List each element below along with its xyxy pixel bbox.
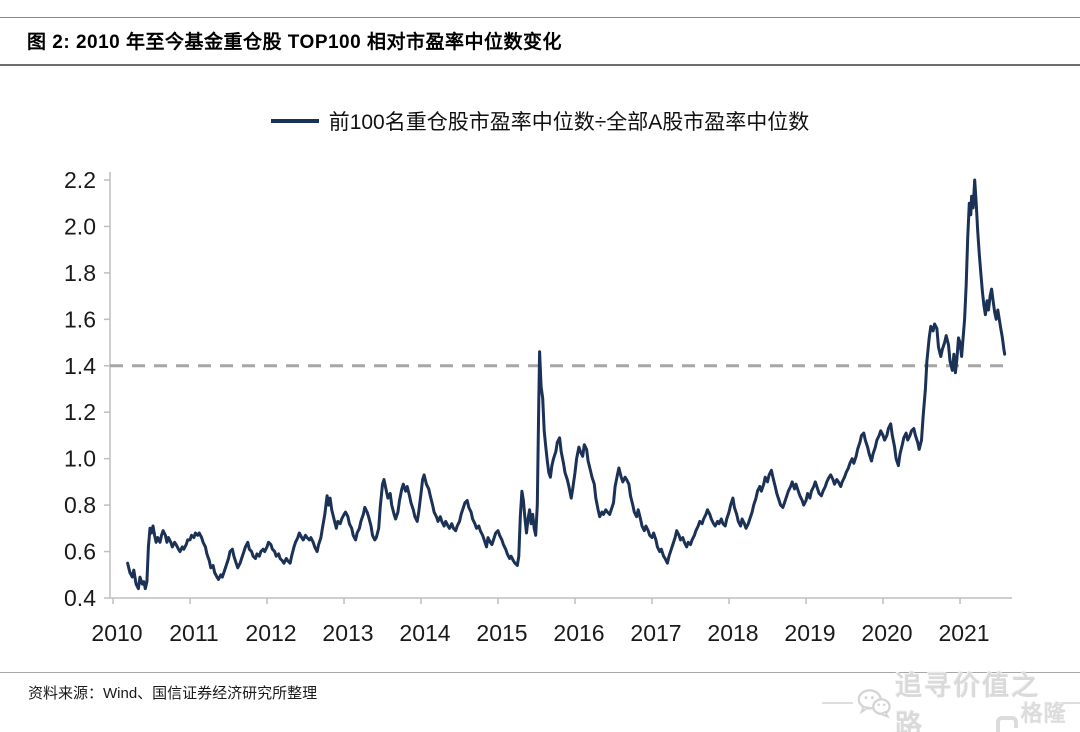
x-tick-label: 2014 — [399, 620, 450, 646]
y-tick-label: 1.8 — [64, 260, 96, 286]
chart-legend: 前100名重仓股市盈率中位数÷全部A股市盈率中位数 — [0, 106, 1080, 136]
legend-line-swatch — [270, 119, 319, 123]
y-tick-label: 1.4 — [64, 353, 96, 379]
x-tick-label: 2016 — [553, 620, 604, 646]
x-tick-label: 2010 — [91, 620, 142, 646]
x-tick-label: 2012 — [245, 620, 296, 646]
source-note: 资料来源：Wind、国信证券经济研究所整理 — [28, 685, 318, 702]
wechat-icon — [857, 689, 891, 719]
x-tick-label: 2015 — [476, 620, 527, 646]
y-tick-label: 0.8 — [64, 492, 96, 518]
x-tick-label: 2018 — [707, 620, 758, 646]
gelonghui-logo-icon — [996, 716, 1018, 732]
watermark-right-dash — [1056, 702, 1080, 704]
y-tick-label: 1.2 — [64, 399, 96, 425]
x-tick-label: 2013 — [322, 620, 373, 646]
bottom-divider — [0, 672, 1080, 673]
title-underline — [0, 64, 1080, 66]
y-tick-label: 2.2 — [64, 167, 96, 193]
x-tick-label: 2021 — [938, 620, 989, 646]
y-tick-label: 1.6 — [64, 306, 96, 332]
wechat-watermark: 追寻价值之路 — [822, 664, 1080, 732]
y-tick-label: 2.0 — [64, 213, 96, 239]
series-line — [126, 178, 1007, 591]
x-tick-label: 2017 — [630, 620, 681, 646]
brand-watermark: 格隆汇 — [996, 696, 1080, 732]
top-divider — [0, 17, 1080, 18]
wechat-watermark-text: 追寻价值之路 — [895, 671, 1041, 732]
y-tick-label: 0.6 — [64, 539, 96, 565]
legend-label: 前100名重仓股市盈率中位数÷全部A股市盈率中位数 — [328, 111, 810, 134]
y-tick-label: 0.4 — [64, 585, 96, 611]
x-tick-label: 2011 — [169, 620, 218, 646]
brand-watermark-text: 格隆汇 — [1020, 701, 1067, 726]
watermark-left-dash — [822, 702, 853, 704]
figure-title: 图 2: 2010 年至今基金重仓股 TOP100 相对市盈率中位数变化 — [27, 32, 562, 53]
x-tick-label: 2019 — [784, 620, 835, 646]
y-tick-label: 1.0 — [64, 446, 96, 472]
x-tick-label: 2020 — [861, 620, 912, 646]
